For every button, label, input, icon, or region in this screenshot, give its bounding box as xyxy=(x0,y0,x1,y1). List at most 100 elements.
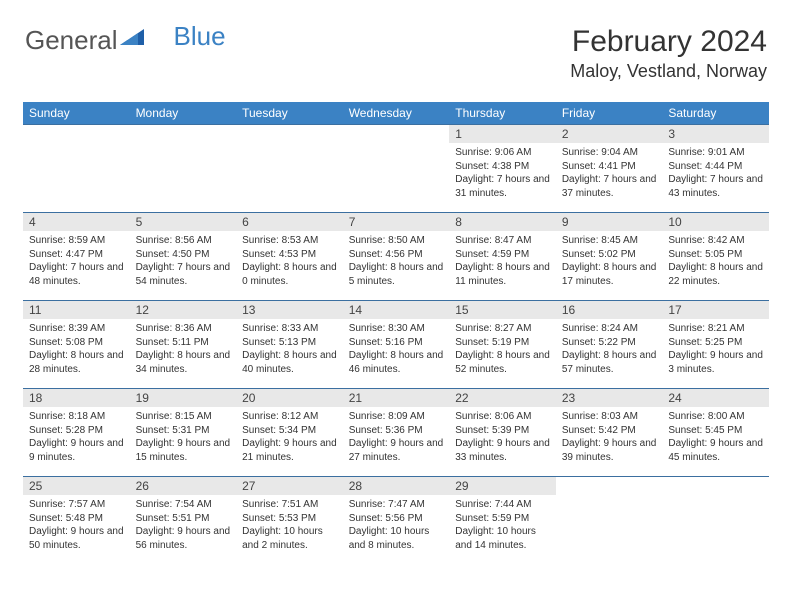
calendar-body: 1Sunrise: 9:06 AMSunset: 4:38 PMDaylight… xyxy=(23,125,769,565)
day-data: Sunrise: 8:45 AMSunset: 5:02 PMDaylight:… xyxy=(556,231,663,291)
day-number: 11 xyxy=(23,301,130,319)
weekday-header: Sunday xyxy=(23,102,130,125)
day-number: 6 xyxy=(236,213,343,231)
calendar-cell: 25Sunrise: 7:57 AMSunset: 5:48 PMDayligh… xyxy=(23,477,130,565)
day-number: 21 xyxy=(343,389,450,407)
day-data: Sunrise: 8:53 AMSunset: 4:53 PMDaylight:… xyxy=(236,231,343,291)
day-data: Sunrise: 8:12 AMSunset: 5:34 PMDaylight:… xyxy=(236,407,343,467)
day-data: Sunrise: 8:56 AMSunset: 4:50 PMDaylight:… xyxy=(130,231,237,291)
day-number: 12 xyxy=(130,301,237,319)
weekday-header: Friday xyxy=(556,102,663,125)
day-data: Sunrise: 8:50 AMSunset: 4:56 PMDaylight:… xyxy=(343,231,450,291)
weekday-header: Thursday xyxy=(449,102,556,125)
day-number: 26 xyxy=(130,477,237,495)
calendar-cell: 8Sunrise: 8:47 AMSunset: 4:59 PMDaylight… xyxy=(449,213,556,301)
day-data: Sunrise: 7:44 AMSunset: 5:59 PMDaylight:… xyxy=(449,495,556,555)
day-data: Sunrise: 8:42 AMSunset: 5:05 PMDaylight:… xyxy=(662,231,769,291)
day-number: 24 xyxy=(662,389,769,407)
day-number: 9 xyxy=(556,213,663,231)
calendar-cell: 24Sunrise: 8:00 AMSunset: 5:45 PMDayligh… xyxy=(662,389,769,477)
day-number: 18 xyxy=(23,389,130,407)
day-data: Sunrise: 8:47 AMSunset: 4:59 PMDaylight:… xyxy=(449,231,556,291)
calendar-week-row: 1Sunrise: 9:06 AMSunset: 4:38 PMDaylight… xyxy=(23,125,769,213)
calendar-cell xyxy=(662,477,769,565)
day-number: 25 xyxy=(23,477,130,495)
day-number: 23 xyxy=(556,389,663,407)
calendar-cell xyxy=(556,477,663,565)
weekday-header-row: SundayMondayTuesdayWednesdayThursdayFrid… xyxy=(23,102,769,125)
calendar-week-row: 11Sunrise: 8:39 AMSunset: 5:08 PMDayligh… xyxy=(23,301,769,389)
calendar-cell: 21Sunrise: 8:09 AMSunset: 5:36 PMDayligh… xyxy=(343,389,450,477)
calendar-cell xyxy=(236,125,343,213)
day-data: Sunrise: 8:27 AMSunset: 5:19 PMDaylight:… xyxy=(449,319,556,379)
day-number: 2 xyxy=(556,125,663,143)
calendar-cell: 15Sunrise: 8:27 AMSunset: 5:19 PMDayligh… xyxy=(449,301,556,389)
calendar-cell xyxy=(343,125,450,213)
weekday-header: Saturday xyxy=(662,102,769,125)
day-data: Sunrise: 9:06 AMSunset: 4:38 PMDaylight:… xyxy=(449,143,556,203)
day-number: 17 xyxy=(662,301,769,319)
calendar-cell: 11Sunrise: 8:39 AMSunset: 5:08 PMDayligh… xyxy=(23,301,130,389)
calendar-cell: 1Sunrise: 9:06 AMSunset: 4:38 PMDaylight… xyxy=(449,125,556,213)
logo: General Blue xyxy=(25,25,226,56)
day-data: Sunrise: 7:54 AMSunset: 5:51 PMDaylight:… xyxy=(130,495,237,555)
calendar-cell: 22Sunrise: 8:06 AMSunset: 5:39 PMDayligh… xyxy=(449,389,556,477)
calendar-cell: 27Sunrise: 7:51 AMSunset: 5:53 PMDayligh… xyxy=(236,477,343,565)
day-data: Sunrise: 8:33 AMSunset: 5:13 PMDaylight:… xyxy=(236,319,343,379)
day-number: 1 xyxy=(449,125,556,143)
calendar-cell: 10Sunrise: 8:42 AMSunset: 5:05 PMDayligh… xyxy=(662,213,769,301)
weekday-header: Monday xyxy=(130,102,237,125)
calendar-cell: 6Sunrise: 8:53 AMSunset: 4:53 PMDaylight… xyxy=(236,213,343,301)
day-number: 19 xyxy=(130,389,237,407)
calendar-week-row: 4Sunrise: 8:59 AMSunset: 4:47 PMDaylight… xyxy=(23,213,769,301)
calendar-cell: 17Sunrise: 8:21 AMSunset: 5:25 PMDayligh… xyxy=(662,301,769,389)
calendar-cell: 19Sunrise: 8:15 AMSunset: 5:31 PMDayligh… xyxy=(130,389,237,477)
weekday-header: Tuesday xyxy=(236,102,343,125)
calendar-cell: 20Sunrise: 8:12 AMSunset: 5:34 PMDayligh… xyxy=(236,389,343,477)
month-title: February 2024 xyxy=(570,25,767,59)
calendar-cell: 23Sunrise: 8:03 AMSunset: 5:42 PMDayligh… xyxy=(556,389,663,477)
day-data: Sunrise: 9:01 AMSunset: 4:44 PMDaylight:… xyxy=(662,143,769,203)
location: Maloy, Vestland, Norway xyxy=(570,61,767,82)
calendar-cell: 16Sunrise: 8:24 AMSunset: 5:22 PMDayligh… xyxy=(556,301,663,389)
calendar-cell: 3Sunrise: 9:01 AMSunset: 4:44 PMDaylight… xyxy=(662,125,769,213)
calendar-cell: 4Sunrise: 8:59 AMSunset: 4:47 PMDaylight… xyxy=(23,213,130,301)
day-number: 29 xyxy=(449,477,556,495)
calendar-table: SundayMondayTuesdayWednesdayThursdayFrid… xyxy=(23,102,769,565)
calendar-cell: 14Sunrise: 8:30 AMSunset: 5:16 PMDayligh… xyxy=(343,301,450,389)
calendar-cell: 28Sunrise: 7:47 AMSunset: 5:56 PMDayligh… xyxy=(343,477,450,565)
day-number: 7 xyxy=(343,213,450,231)
calendar-cell: 26Sunrise: 7:54 AMSunset: 5:51 PMDayligh… xyxy=(130,477,237,565)
day-data: Sunrise: 8:18 AMSunset: 5:28 PMDaylight:… xyxy=(23,407,130,467)
calendar-cell: 5Sunrise: 8:56 AMSunset: 4:50 PMDaylight… xyxy=(130,213,237,301)
day-number: 27 xyxy=(236,477,343,495)
day-number: 14 xyxy=(343,301,450,319)
day-number: 22 xyxy=(449,389,556,407)
day-data: Sunrise: 9:04 AMSunset: 4:41 PMDaylight:… xyxy=(556,143,663,203)
day-data: Sunrise: 8:06 AMSunset: 5:39 PMDaylight:… xyxy=(449,407,556,467)
day-number: 28 xyxy=(343,477,450,495)
day-data: Sunrise: 8:09 AMSunset: 5:36 PMDaylight:… xyxy=(343,407,450,467)
calendar-cell: 29Sunrise: 7:44 AMSunset: 5:59 PMDayligh… xyxy=(449,477,556,565)
day-number: 20 xyxy=(236,389,343,407)
day-number: 4 xyxy=(23,213,130,231)
day-data: Sunrise: 8:59 AMSunset: 4:47 PMDaylight:… xyxy=(23,231,130,291)
day-number: 5 xyxy=(130,213,237,231)
day-data: Sunrise: 8:24 AMSunset: 5:22 PMDaylight:… xyxy=(556,319,663,379)
calendar-cell xyxy=(23,125,130,213)
logo-text-general: General xyxy=(25,25,118,56)
day-data: Sunrise: 7:47 AMSunset: 5:56 PMDaylight:… xyxy=(343,495,450,555)
header: General Blue February 2024 Maloy, Vestla… xyxy=(0,0,792,92)
day-data: Sunrise: 8:30 AMSunset: 5:16 PMDaylight:… xyxy=(343,319,450,379)
calendar-cell xyxy=(130,125,237,213)
day-data: Sunrise: 8:15 AMSunset: 5:31 PMDaylight:… xyxy=(130,407,237,467)
title-block: February 2024 Maloy, Vestland, Norway xyxy=(570,25,767,82)
day-number: 8 xyxy=(449,213,556,231)
day-data: Sunrise: 8:03 AMSunset: 5:42 PMDaylight:… xyxy=(556,407,663,467)
day-data: Sunrise: 8:00 AMSunset: 5:45 PMDaylight:… xyxy=(662,407,769,467)
calendar-week-row: 18Sunrise: 8:18 AMSunset: 5:28 PMDayligh… xyxy=(23,389,769,477)
day-number: 15 xyxy=(449,301,556,319)
day-number: 10 xyxy=(662,213,769,231)
day-data: Sunrise: 8:21 AMSunset: 5:25 PMDaylight:… xyxy=(662,319,769,379)
calendar-cell: 9Sunrise: 8:45 AMSunset: 5:02 PMDaylight… xyxy=(556,213,663,301)
